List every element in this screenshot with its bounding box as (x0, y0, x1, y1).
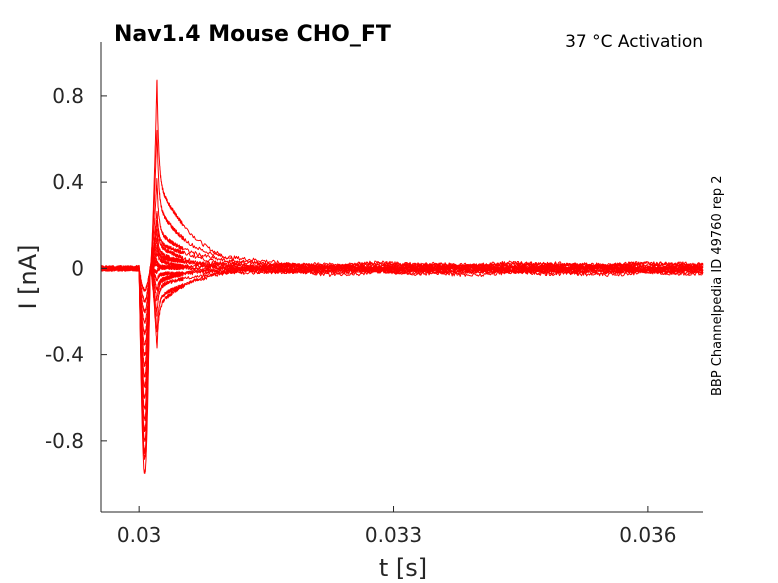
x-tick-label: 0.03 (117, 523, 162, 547)
channelpedia-id-label: BBP Channelpedia ID 49760 rep 2 (710, 175, 725, 396)
chart-title: Nav1.4 Mouse CHO_FT (114, 22, 391, 47)
y-tick-label: -0.4 (45, 343, 84, 367)
y-tick-label: -0.8 (45, 429, 84, 453)
plot-area (100, 79, 704, 474)
x-tick-label: 0.036 (619, 523, 676, 547)
current-trace (100, 261, 704, 317)
x-tick-label: 0.033 (365, 523, 422, 547)
x-axis-label: t [s] (379, 554, 427, 582)
current-trace (100, 265, 704, 346)
y-tick-label: 0 (71, 256, 84, 280)
chart-subtitle: 37 °C Activation (565, 32, 703, 52)
y-tick-label: 0.4 (52, 170, 84, 194)
y-tick-label: 0.8 (52, 84, 84, 108)
y-axis-label: I [nA] (14, 244, 42, 309)
current-trace (100, 263, 704, 349)
tick-marks: 0.03 0.033 0.036 -0.8 -0.4 0 0.4 0.8 (45, 84, 677, 547)
